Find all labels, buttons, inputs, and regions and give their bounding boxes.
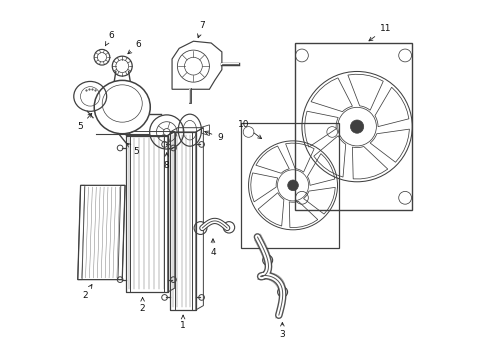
Text: 1: 1 bbox=[180, 315, 186, 330]
Circle shape bbox=[350, 120, 364, 133]
Text: 5: 5 bbox=[77, 113, 92, 131]
Text: 5: 5 bbox=[127, 143, 139, 156]
Text: 4: 4 bbox=[210, 239, 216, 257]
Text: 7: 7 bbox=[197, 21, 205, 38]
Text: 3: 3 bbox=[279, 323, 285, 339]
Text: 9: 9 bbox=[205, 131, 223, 142]
Text: 11: 11 bbox=[369, 24, 392, 41]
Text: 8: 8 bbox=[164, 153, 170, 170]
Text: 6: 6 bbox=[105, 31, 114, 46]
Text: 10: 10 bbox=[238, 120, 262, 139]
Circle shape bbox=[288, 180, 298, 191]
Text: 2: 2 bbox=[82, 284, 92, 300]
Text: 2: 2 bbox=[140, 297, 146, 312]
Text: 6: 6 bbox=[128, 40, 141, 54]
